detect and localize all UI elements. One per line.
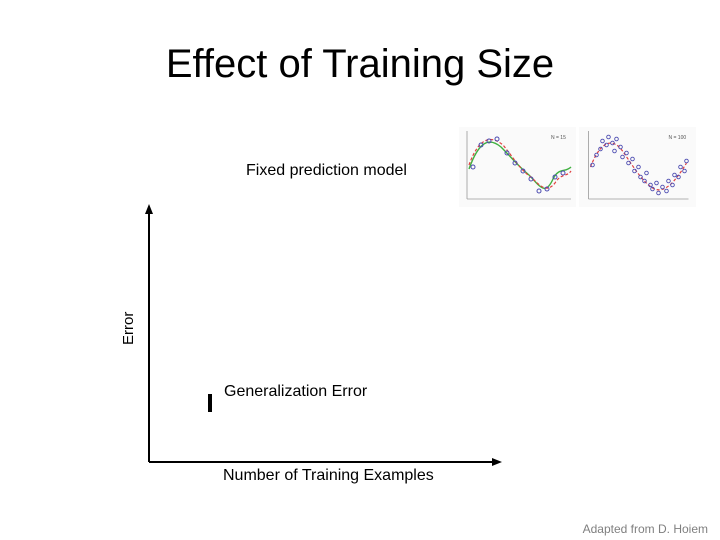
y-axis-arrow [145, 204, 153, 214]
thumbnail-fit-small: N = 15 [459, 127, 576, 207]
x-axis-label: Number of Training Examples [223, 467, 434, 484]
y-axis-label: Error [120, 311, 137, 345]
thumb-n-label: N = 100 [669, 135, 687, 141]
error-bar-marker [208, 394, 212, 412]
subtitle: Fixed prediction model [246, 162, 407, 179]
generalization-error-label-clip: Generalization Error [224, 379, 424, 396]
thumb-n-label: N = 15 [551, 135, 566, 141]
credit-text: Adapted from D. Hoiem [582, 522, 708, 536]
thumbnail-fit-large: N = 100 [579, 127, 696, 207]
x-axis-arrow [492, 458, 502, 466]
generalization-error-label: Generalization Error [224, 383, 368, 396]
slide-title: Effect of Training Size [165, 42, 555, 86]
